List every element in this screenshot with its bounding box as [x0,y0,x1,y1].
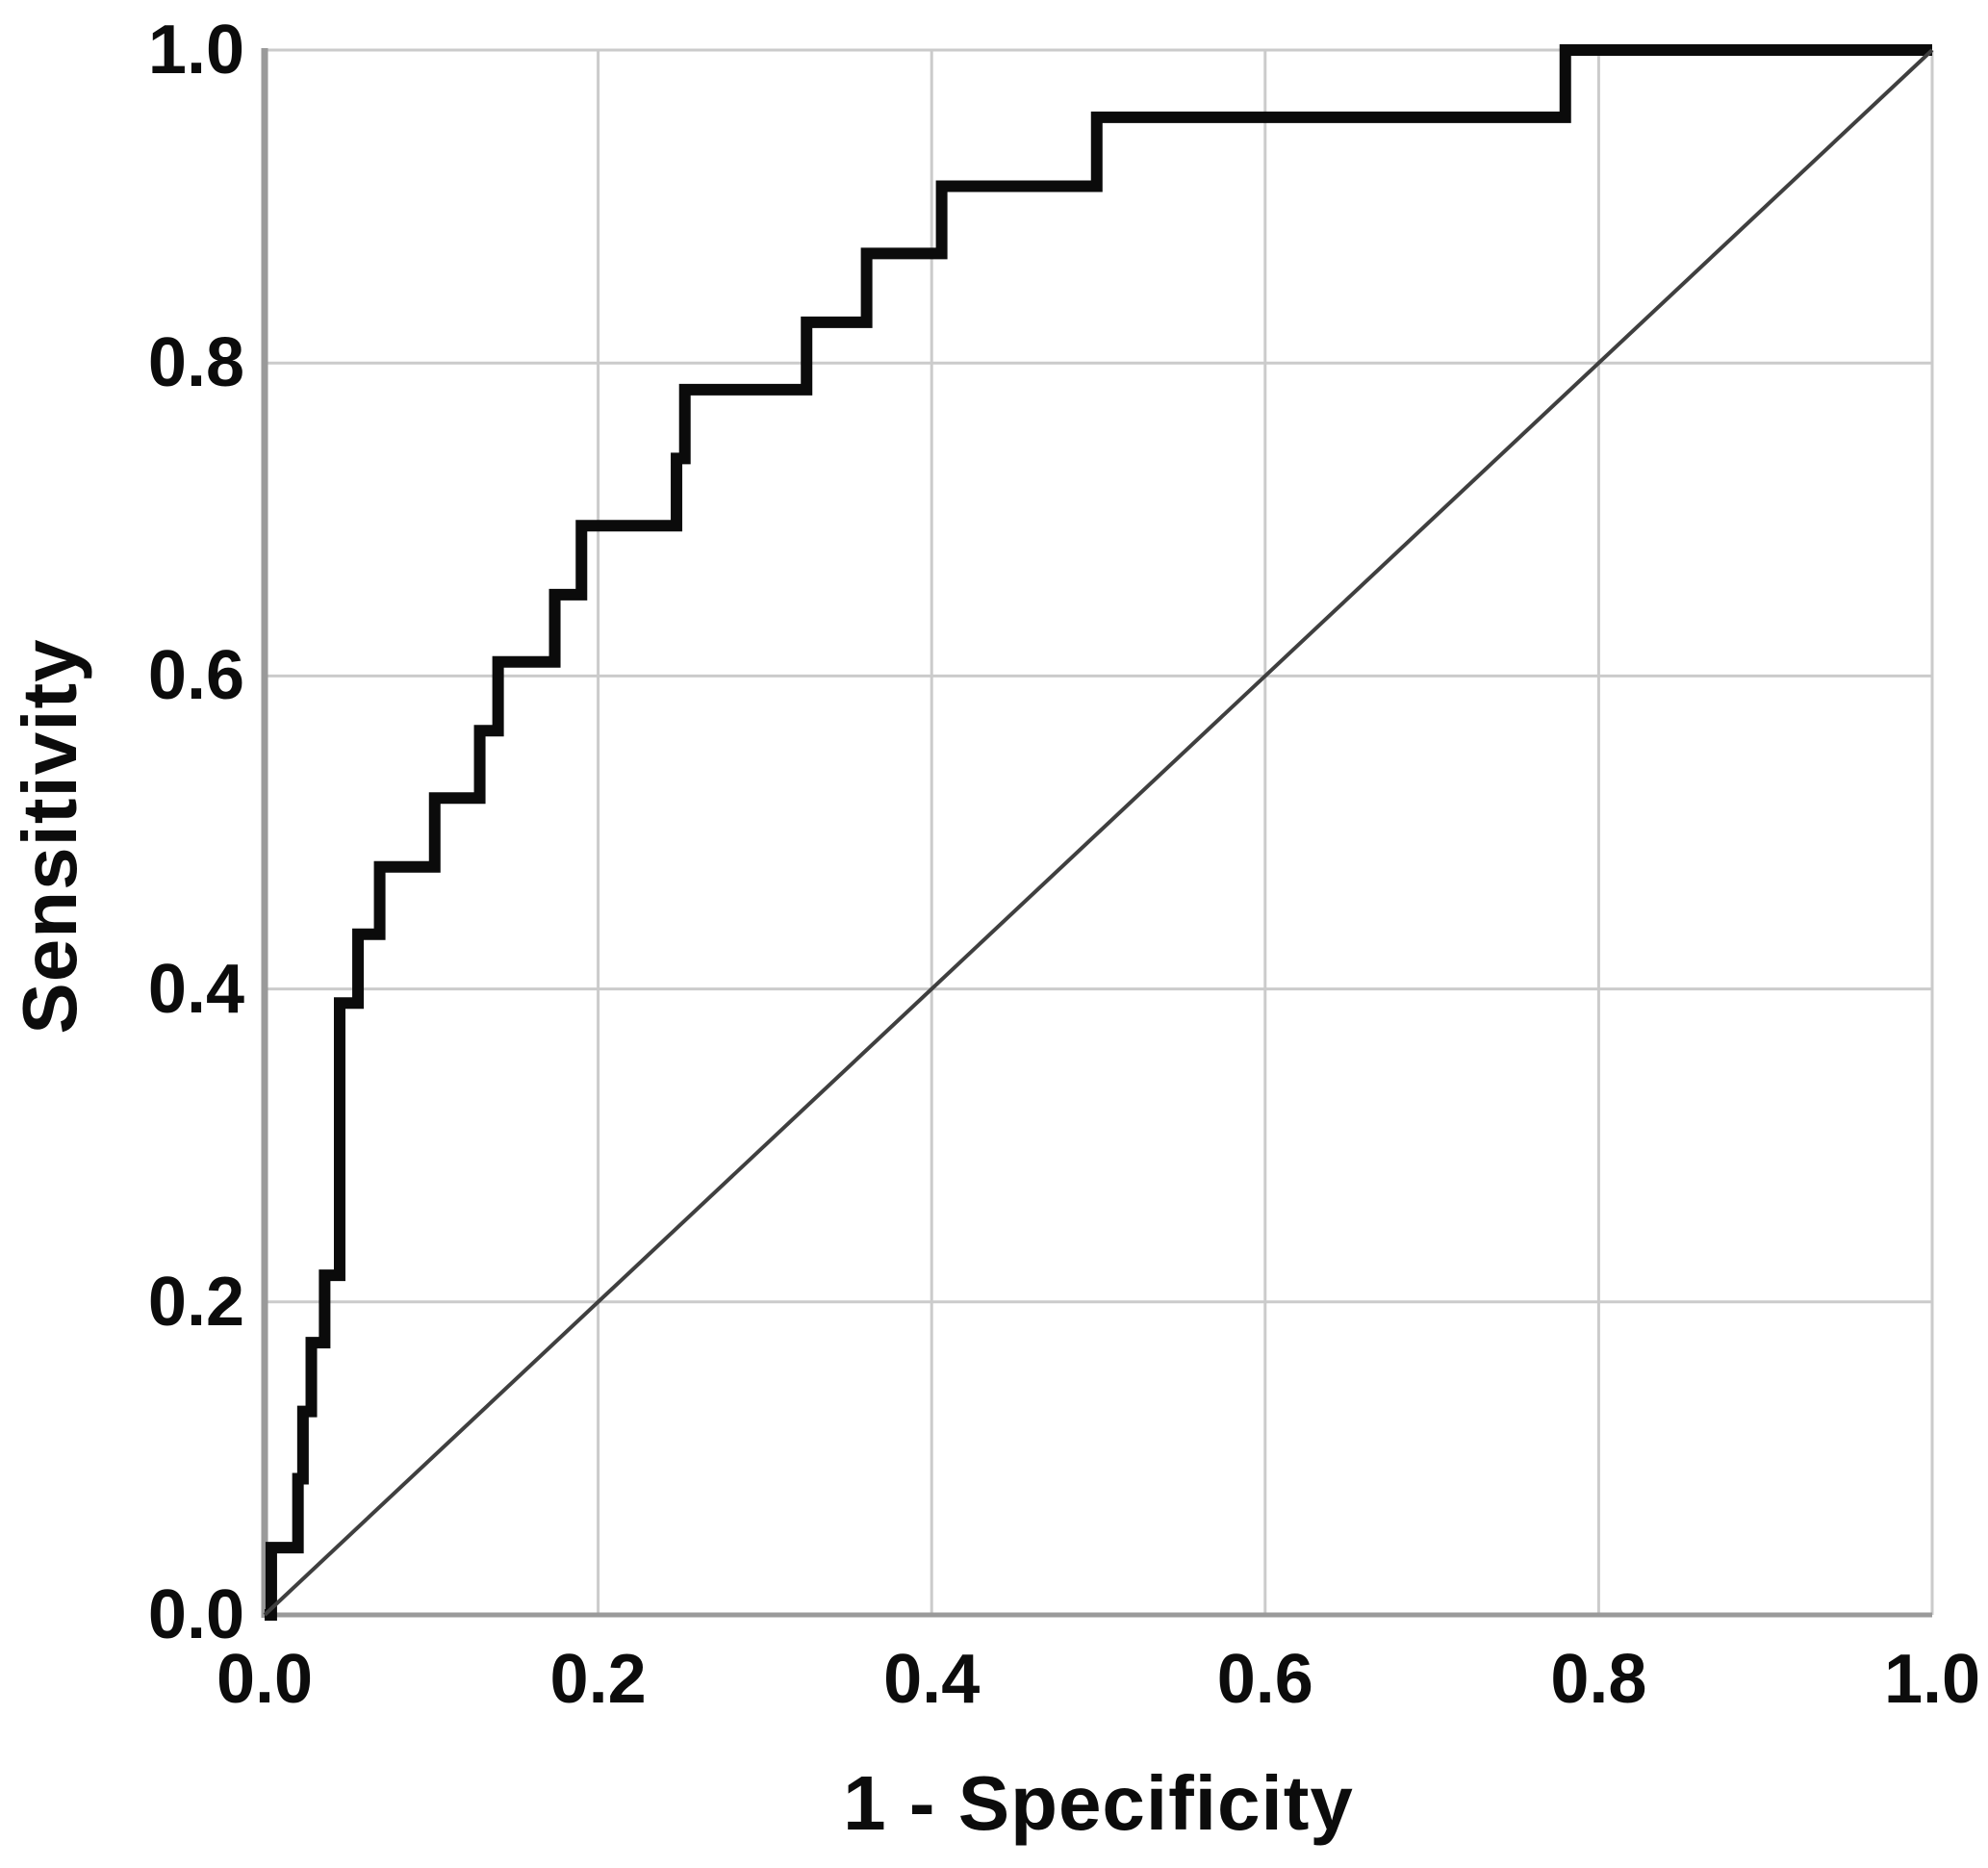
y-tick-label: 0.4 [147,950,244,1028]
reference-diagonal-line [263,48,1934,1617]
x-tick-label: 0.4 [883,1641,981,1718]
y-tick-label: 0.0 [147,1576,244,1653]
y-tick-label: 0.8 [147,324,244,402]
y-tick-label: 0.6 [147,637,244,715]
y-tick-label: 1.0 [147,12,244,89]
y-tick-label: 0.2 [147,1263,244,1341]
x-tick-label: 1.0 [1883,1641,1981,1718]
x-tick-label: 0.8 [1550,1641,1647,1718]
roc-curve-line [265,44,1932,1621]
x-axis-title: 1 - Specificity [843,1760,1354,1846]
x-tick-label: 0.2 [549,1641,647,1718]
x-tick-label: 0.6 [1216,1641,1313,1718]
x-tick-label: 0.0 [216,1641,314,1718]
